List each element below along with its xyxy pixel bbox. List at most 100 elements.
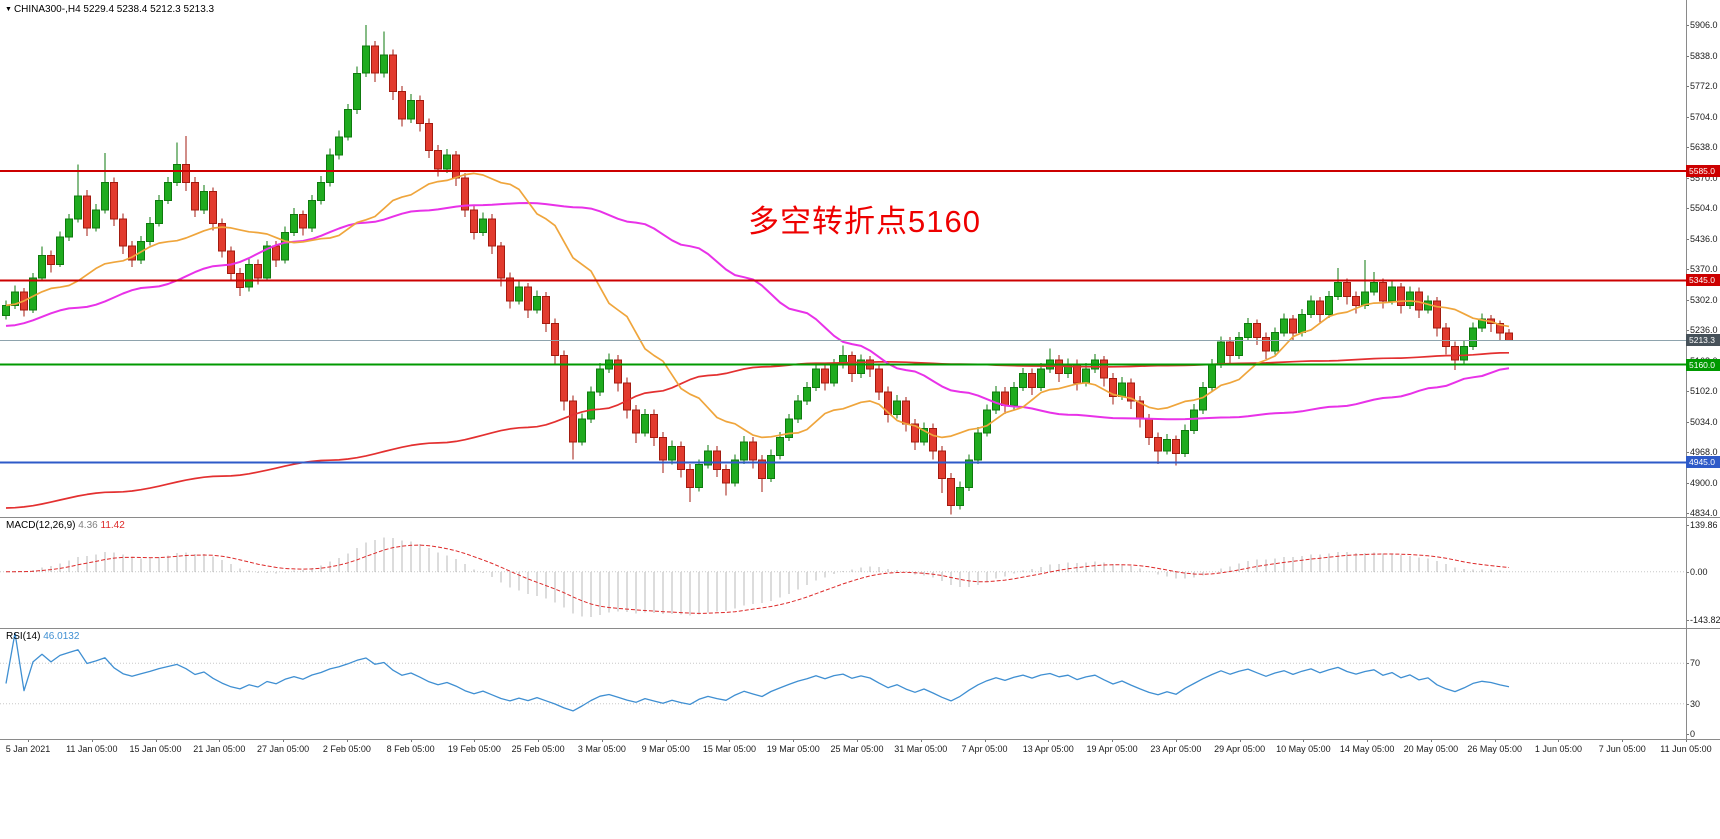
candle-body — [1289, 318, 1297, 334]
candle-body — [794, 400, 802, 420]
time-tick-mark — [28, 739, 29, 742]
candle-body — [578, 418, 586, 443]
candle-body — [920, 427, 928, 443]
candle-body — [1163, 439, 1171, 452]
candle-body — [344, 109, 352, 138]
pane-separator[interactable] — [0, 628, 1720, 629]
candle-body — [551, 323, 559, 357]
candle-body — [65, 218, 73, 238]
time-tick-mark — [1430, 739, 1432, 742]
candle-body — [659, 436, 667, 461]
candle-body — [200, 191, 208, 211]
candle-body — [74, 195, 82, 220]
candle-body — [452, 154, 460, 179]
candle-body — [902, 400, 910, 425]
candle-body — [1253, 323, 1261, 338]
price-tick-label: 5906.0 — [1690, 20, 1718, 30]
candle-body — [560, 355, 568, 402]
candle-body — [587, 391, 595, 420]
candle-body — [317, 182, 325, 202]
candle-body — [650, 414, 658, 439]
candle-body — [416, 100, 424, 124]
candle-body — [704, 450, 712, 466]
rsi-name: RSI(14) — [6, 631, 41, 642]
rsi-line — [5, 632, 1510, 712]
time-tick-mark — [219, 739, 221, 742]
time-tick-label: 8 Feb 05:00 — [386, 744, 435, 754]
candle-body — [1298, 314, 1306, 334]
candle-body — [443, 154, 451, 170]
candle-body — [389, 54, 397, 92]
time-tick-mark — [1239, 739, 1241, 742]
ma-line-mid-magenta — [5, 202, 1510, 421]
price-tick-label: 5570.0 — [1690, 172, 1718, 183]
candle-body — [335, 136, 343, 156]
candle-body — [398, 91, 406, 120]
pane-separator[interactable] — [0, 517, 1720, 518]
candle-body — [263, 245, 271, 279]
symbol-header: ▼ CHINA300-,H4 5229.4 5238.4 5212.3 5213.… — [5, 4, 214, 15]
candle-body — [1460, 345, 1468, 361]
price-tick-mark — [1686, 208, 1689, 209]
candle-body — [1469, 327, 1477, 347]
candle-body — [83, 195, 91, 229]
candle-body — [479, 218, 487, 234]
candle-body — [1118, 382, 1126, 397]
macd-tick-mark — [1686, 571, 1689, 573]
candle-body — [497, 245, 505, 279]
time-tick-mark — [984, 739, 986, 742]
price-pane[interactable]: ▼ CHINA300-,H4 5229.4 5238.4 5212.3 5213.… — [0, 0, 1686, 517]
candle-body — [758, 459, 766, 479]
price-tick-label: 5704.0 — [1690, 111, 1718, 122]
candle-body — [938, 450, 946, 479]
price-axis[interactable]: 5906.0 5838.0 5772.0 5704.0 5638.0 5570.0 5504… — [1686, 0, 1720, 739]
macd-tick-label: -143.82 — [1690, 615, 1720, 625]
candle-body — [1208, 364, 1216, 388]
candle-body — [191, 182, 199, 211]
candle-body — [101, 182, 109, 211]
macd-histogram — [14, 537, 1510, 617]
time-tick-mark — [793, 739, 795, 742]
candle-body — [1244, 323, 1252, 338]
candle-body — [434, 150, 442, 170]
candle-body — [1451, 345, 1459, 361]
price-tick-mark — [1686, 238, 1689, 240]
candle-body — [1037, 368, 1045, 388]
macd-pane[interactable]: MACD(12,26,9) 4.36 11.42 — [0, 517, 1686, 628]
price-tick-mark — [1686, 299, 1689, 301]
time-tick-label: 14 May 05:00 — [1339, 744, 1395, 754]
price-tick-label: 5772.0 — [1690, 81, 1718, 91]
time-tick-label: 27 Jan 05:00 — [257, 744, 310, 754]
candle-body — [1262, 336, 1270, 352]
candle-body — [1307, 300, 1315, 316]
level-price-label: 5345.0 — [1686, 274, 1720, 287]
time-tick-mark — [1175, 739, 1177, 742]
candle-body — [182, 163, 190, 184]
candle-body — [299, 213, 307, 229]
candle-body — [767, 455, 775, 479]
candle-body — [812, 368, 820, 388]
price-tick-label: 5436.0 — [1690, 233, 1718, 244]
candle-body — [1505, 332, 1513, 341]
candle-body — [326, 154, 334, 183]
time-tick-mark — [1112, 739, 1114, 742]
candle-body — [407, 100, 415, 120]
price-tick-label: 4900.0 — [1690, 477, 1718, 488]
candle-body — [686, 468, 694, 488]
candle-body — [92, 209, 100, 229]
candle-body — [110, 182, 118, 220]
text-annotation[interactable]: 多空转折点5160 — [748, 204, 981, 239]
time-tick-label: 19 Mar 05:00 — [766, 744, 820, 754]
time-tick-mark — [283, 739, 285, 742]
macd-tick-label: 139.86 — [1690, 520, 1718, 530]
rsi-pane[interactable]: RSI(14) 46.0132 — [0, 628, 1686, 739]
candle-body — [1154, 436, 1162, 452]
pane-separator — [0, 739, 1720, 740]
current-price-label: 5213.3 — [1686, 334, 1720, 347]
candle-body — [1271, 332, 1279, 352]
time-axis[interactable]: 5 Jan 2021 11 Jan 05:00 15 Jan 05:00 21 Jan… — [0, 739, 1720, 763]
candle-body — [1001, 391, 1009, 407]
candle-body — [641, 414, 649, 434]
macd-signal-line — [5, 544, 1510, 614]
candle-body — [1343, 282, 1351, 297]
